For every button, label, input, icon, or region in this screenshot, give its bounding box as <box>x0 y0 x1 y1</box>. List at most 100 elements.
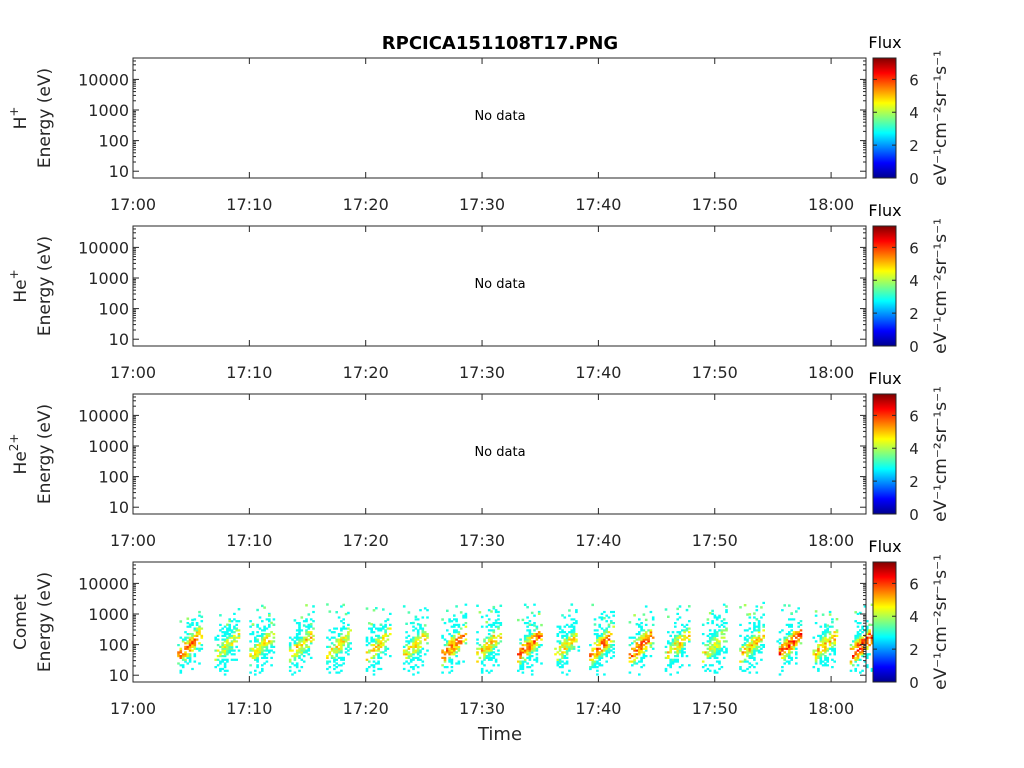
heatmap-cell <box>589 658 592 661</box>
heatmap-cell <box>753 622 756 625</box>
heatmap-cell <box>593 647 597 650</box>
heatmap-cell <box>464 616 468 619</box>
heatmap-cell <box>533 634 536 637</box>
heatmap-cell <box>757 620 761 623</box>
heatmap-cell <box>375 653 378 656</box>
heatmap-cell <box>861 655 864 658</box>
heatmap-cell <box>669 660 672 663</box>
colorbar-gradient <box>872 225 897 347</box>
heatmap-cell <box>347 653 350 656</box>
heatmap-cell <box>298 636 301 639</box>
heatmap-cell <box>570 638 574 641</box>
heatmap-cell <box>485 625 489 628</box>
heatmap-cell <box>186 622 190 625</box>
heatmap-cell <box>635 642 639 645</box>
heatmap-cell <box>258 645 262 648</box>
heatmap-cell <box>377 642 380 645</box>
heatmap-cell <box>295 629 299 632</box>
heatmap-cell <box>372 647 376 650</box>
heatmap-cell <box>535 649 539 652</box>
heatmap-cell <box>483 658 486 661</box>
heatmap-cell <box>448 653 451 656</box>
heatmap-cell <box>633 662 636 665</box>
heatmap-cell <box>384 645 387 648</box>
heatmap-cell <box>335 655 338 658</box>
heatmap-cell <box>664 651 668 654</box>
heatmap-cell <box>402 662 406 665</box>
heatmap-cell <box>349 647 352 650</box>
heatmap-cell <box>483 640 486 643</box>
heatmap-cell <box>755 605 759 608</box>
heatmap-cell <box>718 640 721 643</box>
heatmap-cell <box>833 644 836 647</box>
heatmap-cell <box>528 658 532 661</box>
heatmap-cell <box>226 653 229 656</box>
heatmap-cell <box>778 645 782 648</box>
heatmap-cell <box>221 627 224 630</box>
heatmap-cell <box>184 638 187 641</box>
heatmap-cell <box>565 634 569 637</box>
heatmap-cell <box>446 644 449 647</box>
x-tick-label: 17:00 <box>110 363 156 382</box>
heatmap-cell <box>674 655 677 658</box>
heatmap-cell <box>753 653 756 656</box>
heatmap-cell <box>295 622 299 625</box>
heatmap-cell <box>333 636 336 639</box>
heatmap-cell <box>819 640 823 643</box>
heatmap-cell <box>519 667 522 671</box>
heatmap-cell <box>494 622 498 625</box>
heatmap-cell <box>795 640 798 643</box>
heatmap-cell <box>831 658 834 661</box>
colorbar-tick-label: 6 <box>909 407 919 425</box>
heatmap-cell <box>193 640 197 643</box>
heatmap-cell <box>785 647 789 650</box>
heatmap-cell <box>528 655 532 658</box>
heatmap-cell <box>631 636 634 639</box>
heatmap-cell <box>492 644 496 647</box>
heatmap-cell <box>631 655 634 658</box>
heatmap-cell <box>295 634 299 637</box>
heatmap-cell <box>337 671 341 674</box>
colorbar-tick-label: 0 <box>909 338 919 356</box>
heatmap-cell <box>676 660 679 663</box>
heatmap-cell <box>866 666 869 669</box>
heatmap-cell <box>568 638 571 641</box>
heatmap-cell <box>333 631 336 634</box>
y-tick-label: 1000 <box>88 269 129 288</box>
heatmap-cell <box>685 655 689 658</box>
heatmap-cell <box>490 647 493 650</box>
heatmap-cell <box>819 662 823 665</box>
heatmap-cell <box>757 645 761 648</box>
heatmap-cell <box>494 636 498 639</box>
heatmap-cell <box>526 647 529 650</box>
heatmap-cell <box>337 656 341 659</box>
heatmap-cell <box>528 656 532 659</box>
heatmap-cell <box>372 638 376 641</box>
heatmap-cell <box>638 644 641 647</box>
heatmap-cell <box>561 631 564 634</box>
heatmap-cell <box>517 669 520 672</box>
heatmap-cell <box>600 638 604 641</box>
heatmap-cell <box>783 656 786 659</box>
heatmap-cell <box>664 669 668 672</box>
heatmap-cell <box>226 636 229 639</box>
heatmap-cell <box>642 638 646 641</box>
heatmap-cell <box>676 647 679 650</box>
heatmap-cell <box>638 647 641 650</box>
heatmap-cell <box>459 627 463 630</box>
heatmap-cell <box>644 636 648 639</box>
heatmap-cell <box>300 629 304 632</box>
heatmap-cell <box>861 627 864 630</box>
heatmap-cell <box>678 666 682 669</box>
heatmap-cell <box>441 651 444 654</box>
heatmap-cell <box>233 627 236 630</box>
heatmap-cell <box>446 666 449 669</box>
heatmap-cell <box>598 651 601 654</box>
heatmap-cell <box>230 620 234 623</box>
heatmap-cell <box>753 649 756 652</box>
colorbar-tick-label: 2 <box>909 473 919 491</box>
heatmap-cell <box>603 610 606 614</box>
heatmap-cell <box>416 618 420 621</box>
heatmap-cell <box>448 671 451 674</box>
